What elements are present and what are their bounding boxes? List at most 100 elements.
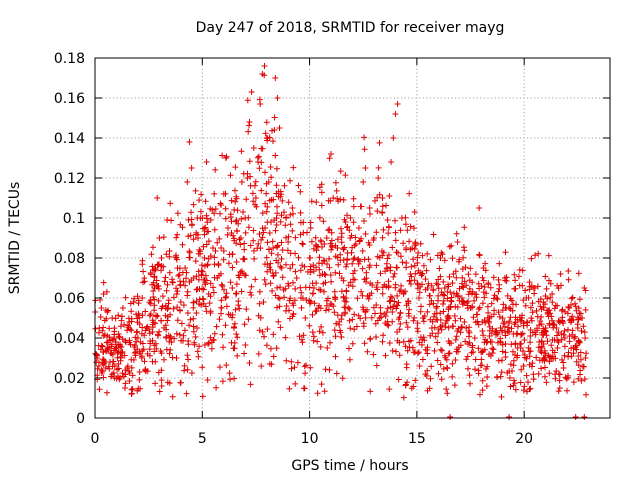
data-point: [213, 384, 220, 391]
data-point: [297, 209, 304, 216]
data-point: [412, 377, 419, 384]
data-point: [274, 304, 280, 311]
data-point: [309, 290, 316, 297]
data-point: [582, 355, 589, 361]
data-point: [282, 285, 289, 292]
data-point: [566, 338, 573, 345]
data-point: [362, 165, 369, 171]
data-point: [333, 187, 340, 194]
data-point: [440, 308, 447, 315]
y-tick-label: 0.16: [54, 91, 85, 107]
data-point: [117, 357, 124, 364]
data-point: [124, 322, 131, 329]
data-point: [133, 338, 140, 345]
data-point: [322, 307, 329, 314]
data-point: [480, 277, 487, 284]
data-point: [299, 240, 306, 247]
data-point: [415, 267, 422, 274]
data-point: [163, 287, 170, 294]
data-point: [460, 298, 467, 305]
data-point: [417, 240, 424, 247]
data-point: [231, 324, 237, 330]
data-point: [412, 240, 419, 247]
data-point: [331, 288, 338, 295]
data-point: [525, 379, 531, 386]
data-point: [534, 313, 541, 320]
data-point: [270, 331, 277, 338]
data-point: [455, 325, 462, 332]
data-point: [298, 289, 305, 296]
data-point: [334, 254, 341, 261]
data-point: [96, 329, 102, 336]
data-point: [435, 326, 442, 333]
data-point: [425, 280, 432, 287]
data-point: [419, 281, 425, 288]
data-point: [527, 333, 534, 339]
data-point: [245, 214, 252, 221]
data-point: [229, 314, 236, 321]
data-point: [400, 338, 407, 345]
data-point: [223, 293, 229, 300]
data-point: [345, 304, 352, 311]
data-point: [517, 379, 524, 386]
data-point: [385, 322, 392, 329]
data-point: [321, 388, 328, 395]
data-point: [204, 262, 211, 269]
data-point: [389, 347, 396, 354]
data-point: [476, 304, 483, 311]
data-point: [495, 276, 502, 283]
data-point: [486, 314, 493, 321]
data-point: [471, 297, 478, 304]
data-point: [412, 270, 419, 277]
data-point: [504, 324, 511, 331]
data-point: [406, 190, 413, 197]
data-point: [554, 332, 560, 339]
data-point: [194, 286, 201, 293]
data-point: [338, 333, 345, 340]
data-point: [205, 340, 212, 347]
data-point: [314, 338, 321, 345]
x-tick-label: 5: [198, 431, 207, 447]
data-point: [568, 295, 575, 302]
data-point: [479, 300, 486, 307]
data-point: [326, 255, 332, 262]
data-point: [328, 278, 335, 285]
data-point: [529, 363, 535, 370]
data-point: [118, 317, 125, 324]
data-point: [544, 338, 551, 345]
data-point: [468, 349, 475, 356]
data-point: [560, 365, 567, 371]
data-point: [310, 245, 317, 252]
data-point: [349, 340, 356, 347]
data-point: [437, 346, 444, 353]
data-point: [383, 202, 389, 209]
data-point: [227, 376, 234, 383]
data-point: [484, 363, 491, 370]
data-point: [490, 346, 497, 353]
data-point: [283, 261, 289, 268]
data-point: [226, 251, 233, 258]
data-point: [441, 292, 448, 299]
data-point: [193, 286, 200, 293]
data-point: [453, 230, 460, 237]
data-point: [440, 297, 447, 304]
data-point: [201, 342, 208, 348]
data-point: [414, 260, 421, 266]
data-point: [187, 316, 194, 323]
data-point: [580, 363, 587, 370]
data-point: [293, 275, 300, 281]
data-points: [92, 63, 590, 420]
data-point: [108, 350, 115, 357]
data-point: [150, 279, 157, 286]
data-point: [537, 296, 544, 303]
data-point: [555, 339, 562, 346]
data-point: [210, 284, 217, 291]
data-point: [540, 304, 547, 311]
data-point: [105, 307, 112, 314]
data-point: [504, 369, 511, 376]
data-point: [532, 329, 538, 336]
data-point: [581, 376, 588, 383]
data-point: [434, 339, 441, 346]
data-point: [384, 305, 391, 312]
data-point: [146, 312, 153, 319]
